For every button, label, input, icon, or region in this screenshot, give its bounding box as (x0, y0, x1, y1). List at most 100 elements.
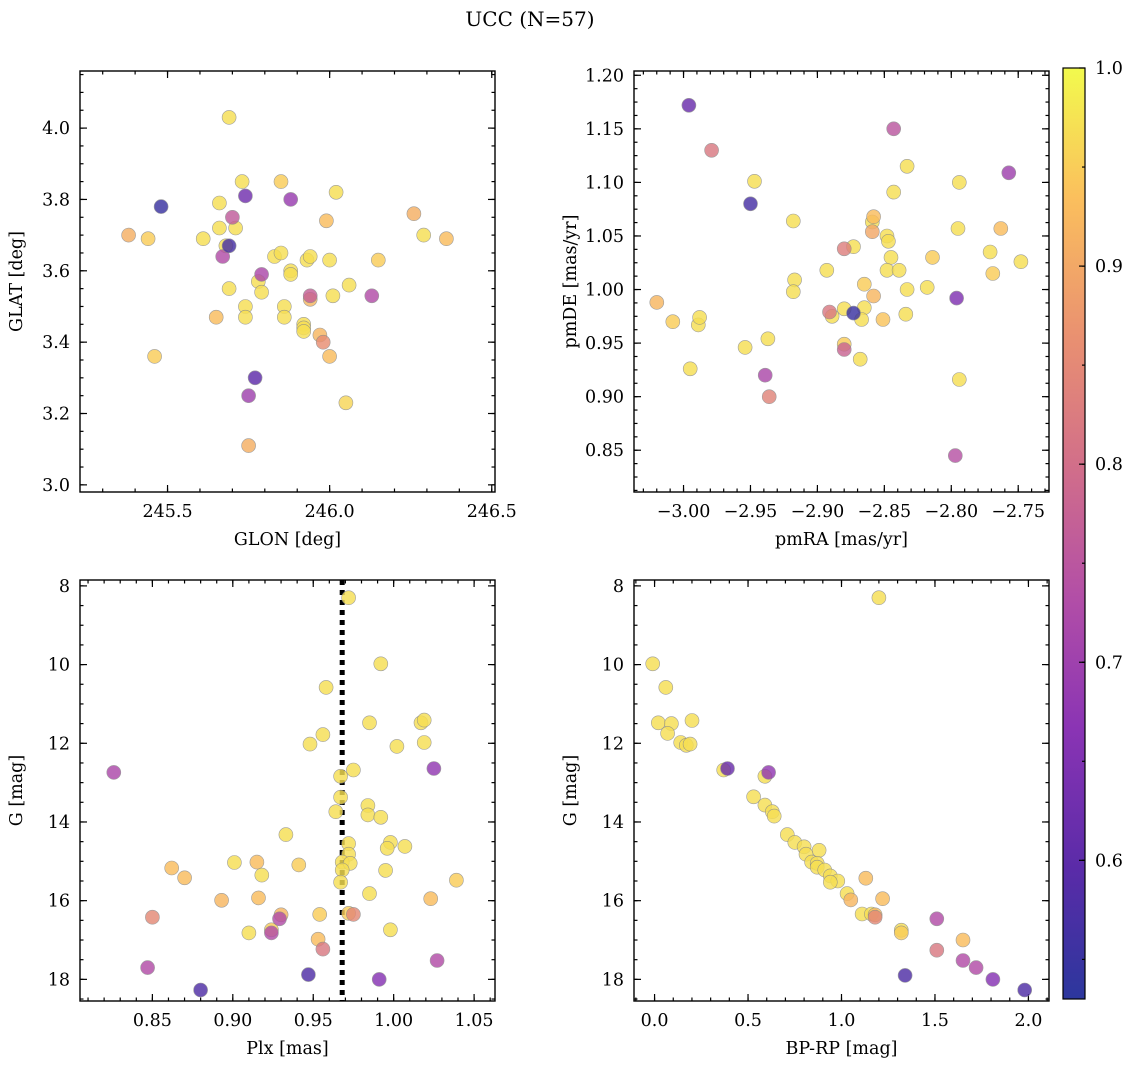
y-tick-label: 0.85 (585, 441, 624, 461)
data-point (254, 267, 269, 282)
data-point (893, 925, 909, 941)
plot-frame (79, 70, 496, 493)
y-tick-label: 12 (602, 734, 624, 754)
y-tick-label: 1.20 (585, 66, 624, 86)
panel-plx-g: 0.85 0.90 0.95 1.00 1.05 8 10 12 14 16 18 Plx [mas]… (7, 577, 496, 1059)
colorbar-gradient (1062, 67, 1086, 1000)
colorbar-tick-label: 1.0 (1095, 59, 1123, 79)
x-tick-label: 0.90 (213, 1011, 252, 1031)
y-tick-label: 0.95 (585, 334, 624, 354)
x-axis-label: Plx [mas] (246, 1039, 328, 1059)
data-point (296, 324, 312, 339)
data-point (747, 174, 762, 189)
data-point (238, 188, 253, 204)
colorbar-tick-label: 0.9 (1095, 257, 1123, 277)
x-tick-label: −2.80 (924, 502, 978, 522)
data-point (819, 262, 835, 278)
y-tick-label: 1.05 (585, 227, 624, 247)
data-point (898, 306, 914, 322)
y-tick-label: 3.4 (42, 333, 70, 353)
scatter-points (121, 110, 454, 453)
data-point (264, 925, 279, 941)
data-point (836, 342, 852, 357)
data-point (362, 715, 377, 731)
data-point (177, 870, 192, 886)
data-point (858, 870, 874, 886)
data-point (1013, 254, 1029, 270)
y-axis-label: G [mag] (7, 755, 27, 826)
data-point (241, 438, 256, 453)
data-point (221, 281, 237, 296)
data-point (212, 220, 227, 236)
data-point (315, 941, 331, 957)
x-tick-label: −2.95 (724, 502, 778, 522)
data-point (221, 110, 237, 125)
data-point (164, 860, 179, 876)
colorbar-tick-label: 0.6 (1095, 851, 1123, 871)
data-point (822, 874, 838, 890)
y-tick-label: 1.15 (585, 120, 624, 140)
data-point (985, 972, 1001, 987)
y-tick-label: 1.00 (585, 281, 624, 301)
data-point (743, 196, 758, 212)
data-point (950, 221, 966, 236)
data-point (785, 284, 801, 300)
data-point (145, 909, 160, 925)
x-tick-label: 0.95 (294, 1011, 333, 1031)
data-point (426, 761, 442, 776)
data-point (273, 245, 289, 261)
data-point (254, 867, 270, 883)
y-tick-label: 16 (602, 892, 624, 912)
y-tick-label: 18 (48, 970, 70, 990)
data-point (373, 809, 389, 825)
x-tick-label: 1.0 (828, 1011, 856, 1031)
data-point (785, 213, 801, 229)
data-point (925, 250, 940, 265)
data-point (406, 206, 422, 221)
data-point (955, 932, 971, 948)
y-tick-label: 14 (602, 813, 624, 833)
x-tick-label: −2.85 (858, 502, 912, 522)
data-point (238, 309, 253, 325)
data-point (283, 192, 299, 207)
data-point (283, 267, 299, 282)
data-point (325, 288, 341, 304)
data-point (241, 925, 257, 941)
data-point (766, 808, 782, 824)
data-point (291, 857, 307, 873)
data-point (871, 590, 887, 606)
data-point (955, 953, 971, 968)
plot-frame (633, 579, 1050, 1002)
data-point (379, 840, 395, 856)
data-point (195, 231, 211, 246)
data-point (254, 284, 269, 300)
data-point (761, 389, 777, 405)
data-point (737, 340, 753, 355)
data-point (278, 827, 294, 842)
y-tick-label: 16 (48, 892, 70, 912)
data-point (315, 334, 331, 350)
data-point (429, 953, 445, 968)
data-point (899, 159, 915, 174)
data-point (328, 804, 344, 820)
data-point (649, 295, 665, 310)
data-point (982, 244, 998, 260)
x-tick-label: 0.85 (133, 1011, 172, 1031)
data-point (333, 768, 348, 784)
data-point (241, 388, 256, 404)
x-tick-label: −2.90 (791, 502, 845, 522)
x-axis-label: pmRA [mas/yr] (775, 530, 908, 550)
data-point (322, 252, 337, 268)
data-point (836, 241, 852, 257)
x-tick-label: 245.5 (142, 502, 192, 522)
data-point (416, 227, 432, 243)
data-point (302, 288, 318, 304)
data-point (312, 907, 328, 922)
data-point (665, 314, 681, 330)
data-point (883, 250, 899, 265)
x-tick-label: 2.0 (1015, 1011, 1043, 1031)
data-point (247, 370, 263, 386)
data-point (371, 972, 387, 987)
data-point (993, 221, 1009, 236)
data-point (929, 942, 945, 958)
